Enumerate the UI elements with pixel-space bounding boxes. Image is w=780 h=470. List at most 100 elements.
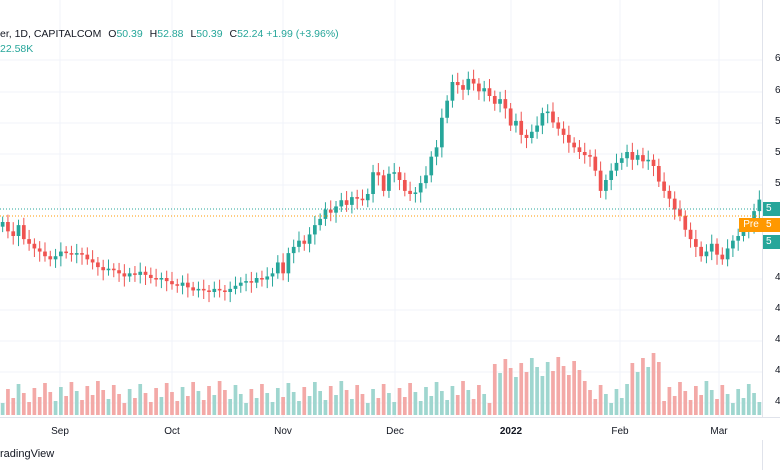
tradingview-brand[interactable]: radingView [0,448,55,460]
volume-bar [159,397,164,415]
open-label: O [108,28,117,40]
volume-bar [90,395,95,415]
time-axis[interactable]: Sep Oct Nov Dec 2022 Feb Mar [0,417,780,440]
high-value: 52.88 [157,28,184,40]
volume-bar [614,389,619,415]
candles [0,69,762,303]
volume-bar [148,402,153,415]
close-price-badge: 5 [763,235,780,249]
volume-bar [593,399,598,415]
candle-body [106,268,111,271]
candle-body [582,152,587,156]
candle-body [313,225,317,235]
candle-body [757,199,762,212]
candle-body [477,83,481,92]
candle-body [667,190,672,199]
candle-body [503,99,508,109]
volume-bar [582,381,587,415]
candle-body [365,194,370,201]
volume-bar [598,385,603,415]
candle-body [291,246,296,254]
volume-bar [106,399,111,415]
symbol-name: er, 1D, CAPITALCOM [0,28,102,40]
volume-bar [752,393,756,415]
volume-bar [508,368,513,415]
volume-bar [228,399,233,415]
price-tick: 5 [775,147,780,158]
candle-body [223,290,227,292]
volume-bar [609,403,614,415]
candle-body [281,262,285,274]
volume-bar [212,395,217,415]
candle-body [598,170,603,191]
candle-body [180,282,185,286]
candle-body [646,159,651,162]
volume-bar [74,391,79,415]
volume-bar [567,375,571,415]
volume-bar [207,386,211,415]
volume-bar [694,386,698,415]
candle-body [302,240,307,244]
volume-bar [223,390,227,415]
volume-bar [688,400,693,415]
time-label: Nov [274,426,292,437]
candle-body [519,120,524,135]
volume-bar [720,385,725,415]
candle-body [402,180,407,191]
volume-bar [122,403,127,415]
candle-body [59,251,63,257]
candle-body [260,278,264,280]
volume-bar [741,398,746,415]
high-label: H [149,28,158,40]
volume-bar [27,402,31,415]
low-value: 50.39 [196,28,223,40]
candle-body [175,284,180,286]
volume-bar [37,397,42,415]
candle-body [635,155,640,160]
candle-body [85,254,90,260]
volume-legend: 22.58K [0,43,34,55]
candle-body [64,251,68,254]
time-label: Feb [611,426,629,437]
pre-price-badge: 5 [763,218,780,232]
volume-bar [334,395,338,415]
volume-bar [529,358,534,415]
volume-bar [545,362,550,415]
volume-bar [455,395,460,415]
time-label: Dec [386,426,404,437]
candle-body [16,225,21,236]
candle-body [715,243,719,255]
volume-bar [138,384,143,415]
candle-body [577,147,582,152]
volume-bar [0,403,5,415]
price-tick: 4 [775,365,780,376]
candle-body [381,175,386,191]
volume-bar [355,385,360,415]
volume-bar [625,384,629,415]
volume-bar [154,388,158,415]
volume-bar [619,398,624,415]
candle-body [233,285,238,289]
candle-body [434,147,439,157]
candle-body [307,234,312,244]
volume-bar [678,382,682,415]
volume-bar [699,395,703,415]
volume-bar [307,396,312,415]
candle-body [191,287,195,291]
volume-bar [524,372,529,415]
candle-body [101,267,106,271]
candle-body [408,190,412,194]
volume-bar [233,385,238,415]
volume-bar [196,391,201,415]
candle-body [551,111,555,123]
volume-bar [244,403,248,415]
candle-body [196,288,201,291]
volume-bar [323,400,328,415]
volume-bar [217,381,222,415]
volume-bar [270,402,275,415]
candle-body [212,288,217,292]
candle-body [741,231,746,236]
candle-body [21,225,26,240]
